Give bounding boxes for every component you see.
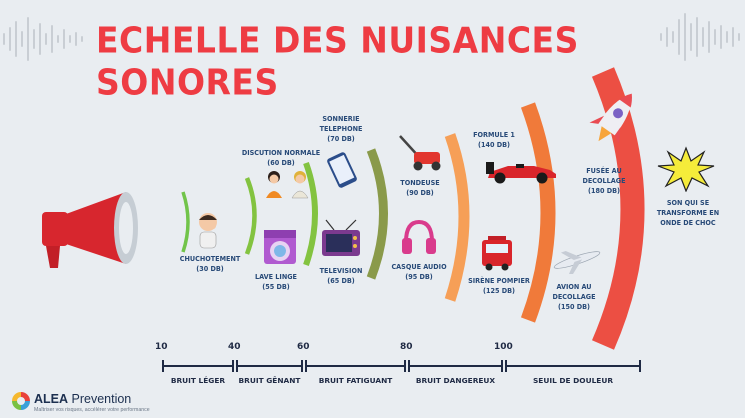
logo-brand-bold: ALEA <box>34 392 69 406</box>
scale-category-bruit-leger: BRUIT LÉGER <box>170 376 226 385</box>
scale-tick-60: 60 <box>297 342 310 352</box>
item-label-lave-linge: LAVE LINGE (55 DB) <box>255 272 297 291</box>
arc-5 <box>444 133 470 302</box>
whisper-person-icon <box>199 213 217 249</box>
item-label-chuchotement: CHUCHOTEMENT (30 DB) <box>179 254 241 273</box>
lawnmower-icon <box>399 135 441 171</box>
scale-category-bruit-dangereux: BRUIT DANGEREUX <box>415 376 496 385</box>
phone-icon <box>327 152 357 188</box>
conversation-icon <box>266 171 309 199</box>
megaphone-icon <box>42 192 138 268</box>
arc-4 <box>366 148 388 280</box>
scale-tick-80: 80 <box>400 342 413 352</box>
airplane-icon <box>553 251 601 274</box>
item-label-tondeuse: TONDEUSE (90 DB) <box>400 178 440 197</box>
fire-truck-icon <box>482 236 512 271</box>
item-label-sirene: SIRÈNE POMPIER (125 DB) <box>468 276 530 295</box>
scale-ruler <box>162 360 641 372</box>
item-label-casque: CASQUE AUDIO (95 DB) <box>391 262 447 281</box>
alea-logo: ALEA Prevention Maîtriser vos risques, a… <box>34 392 150 413</box>
scale-category-bruit-genant: BRUIT GÊNANT <box>238 376 301 385</box>
race-car-icon <box>486 162 556 184</box>
scale-tick-100: 100 <box>494 342 513 352</box>
washing-machine-icon <box>264 230 296 264</box>
tv-icon <box>322 219 360 256</box>
arc-1 <box>181 191 190 253</box>
item-label-onde: SON QUI SE TRANSFORME EN ONDE DE CHOC <box>656 198 720 227</box>
scale-category-bruit-fatiguant: BRUIT FATIGUANT <box>318 376 393 385</box>
logo-tagline: Maîtriser vos risques, accélérer votre p… <box>34 407 150 413</box>
item-label-formule1: FORMULE 1 (140 DB) <box>473 130 515 149</box>
item-label-discussion: DISCUTION NORMALE (60 DB) <box>241 148 321 167</box>
item-label-television: TELEVISION (65 DB) <box>319 266 363 285</box>
item-label-avion: AVION AU DECOLLAGE (150 DB) <box>552 282 596 311</box>
item-label-sonnerie: SONNERIE TELEPHONE (70 DB) <box>319 114 363 143</box>
arc-3 <box>303 161 318 266</box>
rocket-icon <box>589 93 632 144</box>
scale-tick-10: 10 <box>155 342 168 352</box>
alea-logo-icon <box>12 392 30 410</box>
arc-6 <box>520 102 556 323</box>
scale-tick-40: 40 <box>228 342 241 352</box>
sound-wave-left-decoration <box>3 17 83 61</box>
arc-2 <box>244 177 257 255</box>
shockwave-icon <box>657 146 715 192</box>
sound-wave-right-decoration <box>660 13 740 61</box>
page-title: ECHELLE DES NUISANCES SONORES <box>96 18 579 104</box>
logo-brand-light: Prevention <box>68 392 132 406</box>
headphones-icon <box>402 219 436 254</box>
scale-category-seuil-douleur: SEUIL DE DOULEUR <box>532 376 614 385</box>
item-label-fusee: FUSÉE AU DECOLLAGE (180 DB) <box>582 166 626 195</box>
